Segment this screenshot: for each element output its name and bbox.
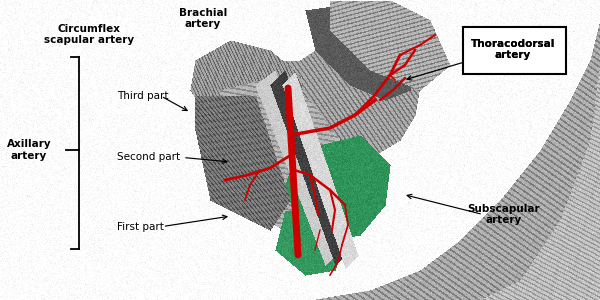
Polygon shape [463,27,566,74]
Text: Third part: Third part [117,91,169,101]
Text: Subscapular
artery: Subscapular artery [467,204,541,225]
Text: First part: First part [117,221,164,232]
Text: Brachial
artery: Brachial artery [179,8,227,29]
Text: Circumflex
scapular artery: Circumflex scapular artery [44,24,134,45]
Text: Second part: Second part [117,152,180,163]
Text: Thoracodorsal
artery: Thoracodorsal artery [471,39,555,60]
Text: Axillary
artery: Axillary artery [7,139,51,161]
Text: Thoracodorsal
artery: Thoracodorsal artery [471,39,555,60]
